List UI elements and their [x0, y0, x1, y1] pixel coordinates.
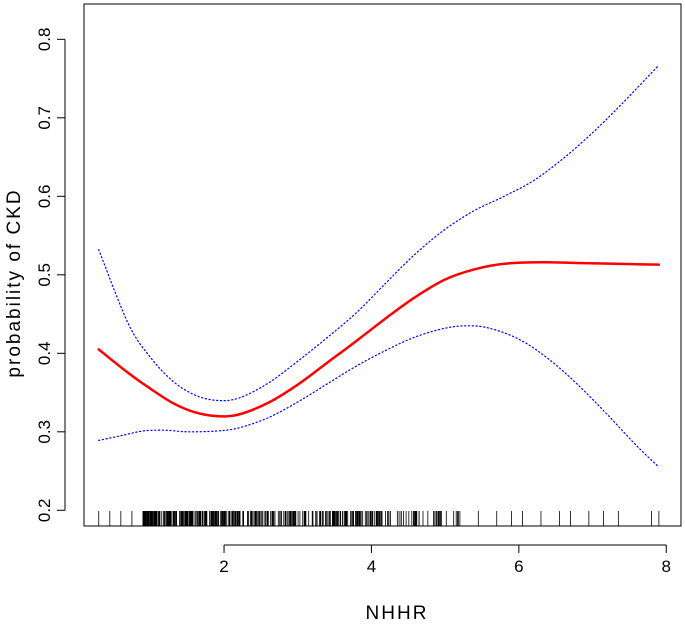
y-axis-title: probability of CKD — [4, 188, 25, 377]
x-axis-title: NHHR — [366, 603, 429, 624]
upper-ci-line — [98, 64, 660, 402]
y-tick-label: 0.2 — [35, 498, 54, 522]
y-tick-label: 0.3 — [35, 420, 54, 444]
y-tick-label: 0.5 — [35, 263, 54, 287]
x-tick-label: 8 — [662, 557, 671, 576]
y-tick-label: 0.6 — [35, 184, 54, 208]
y-tick-label: 0.4 — [35, 341, 54, 365]
y-axis: 0.2 0.3 0.4 0.5 0.6 0.7 0.8 — [35, 28, 66, 522]
y-tick-label: 0.7 — [35, 106, 54, 130]
x-axis: 2 4 6 8 — [219, 544, 671, 576]
x-tick-label: 4 — [367, 557, 376, 576]
x-tick-label: 2 — [219, 557, 228, 576]
x-tick-label: 6 — [514, 557, 523, 576]
fit-line — [97, 261, 661, 418]
rug-plot — [98, 511, 660, 526]
plot-frame — [83, 3, 682, 527]
lower-ci-line — [98, 325, 660, 468]
series-lines — [97, 64, 661, 468]
y-tick-label: 0.8 — [35, 28, 54, 52]
